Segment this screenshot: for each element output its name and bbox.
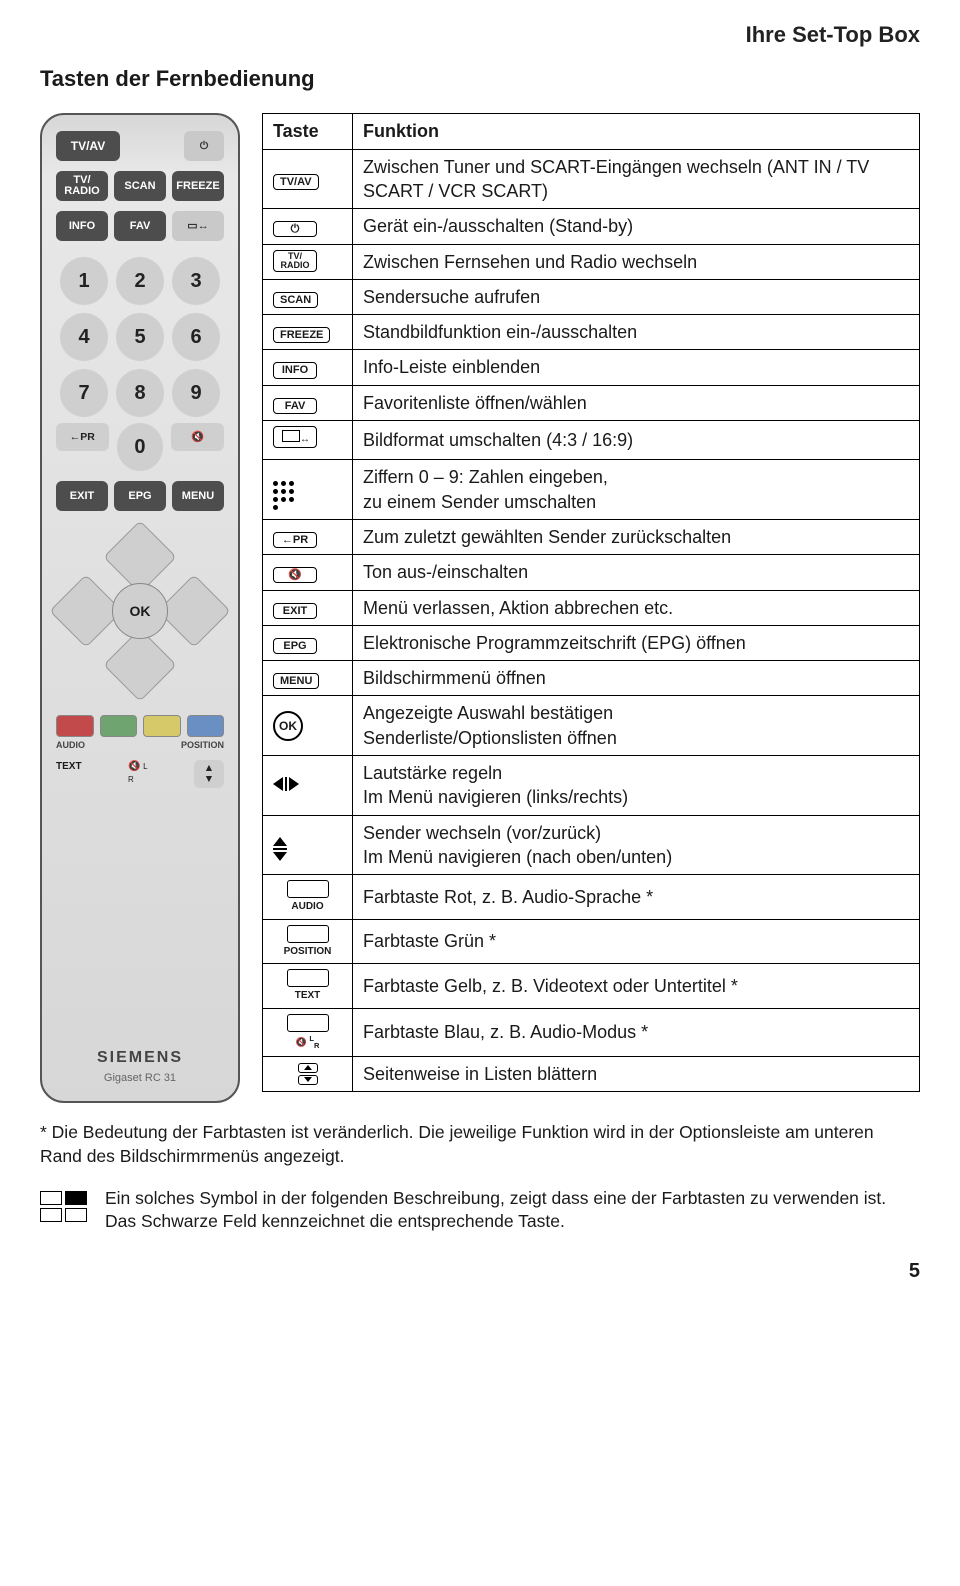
remote-model: Gigaset RC 31 [97,1071,183,1086]
key-cell: ⏻ [263,209,353,244]
func-cell: Bildformat umschalten (4:3 / 16:9) [353,421,920,460]
key-cell: INFO [263,350,353,385]
remote-btn-menu: MENU [172,481,224,511]
table-row: TV/AVZwischen Tuner und SCART-Eingängen … [263,149,920,209]
remote-btn-mute: 🔇 [171,423,224,451]
func-cell: Standbildfunktion ein-/ausschalten [353,315,920,350]
func-cell: Sender wechseln (vor/zurück) Im Menü nav… [353,815,920,875]
page-number: 5 [40,1258,920,1285]
table-row: ⏻Gerät ein-/ausschalten (Stand-by) [263,209,920,244]
func-cell: Zum zuletzt gewählten Sender zurückschal… [353,519,920,554]
key-cell: OK [263,696,353,756]
remote-btn-exit: EXIT [56,481,108,511]
key-cell: TEXT [263,964,353,1009]
table-row: Seitenweise in Listen blättern [263,1056,920,1091]
remote-btn-freeze: FREEZE [172,171,224,201]
func-cell: Bildschirmmenü öffnen [353,661,920,696]
table-row: ←PRZum zuletzt gewählten Sender zurücksc… [263,519,920,554]
footnote: * Die Bedeutung der Farbtasten ist verän… [40,1121,920,1168]
table-row: OKAngezeigte Auswahl bestätigen Senderli… [263,696,920,756]
section-title: Tasten der Fernbedienung [40,64,920,94]
key-cell: EXIT [263,590,353,625]
table-row: Sender wechseln (vor/zurück) Im Menü nav… [263,815,920,875]
page-header-right: Ihre Set-Top Box [40,20,920,50]
remote-btn-info: INFO [56,211,108,241]
table-row: FREEZEStandbildfunktion ein-/ausschalten [263,315,920,350]
remote-btn-fav: FAV [114,211,166,241]
func-cell: Zwischen Tuner und SCART-Eingängen wechs… [353,149,920,209]
key-cell: EPG [263,625,353,660]
key-cell [263,815,353,875]
table-row: TV/ RADIOZwischen Fernsehen und Radio we… [263,244,920,279]
func-cell: Farbtaste Gelb, z. B. Videotext oder Unt… [353,964,920,1009]
table-row: Ziffern 0 – 9: Zahlen eingeben, zu einem… [263,460,920,520]
key-cell: POSITION [263,919,353,964]
table-row: Lautstärke regeln Im Menü navigieren (li… [263,756,920,816]
table-row: AUDIOFarbtaste Rot, z. B. Audio-Sprache … [263,875,920,920]
key-cell: ←PR [263,519,353,554]
remote-btn-aspect: ▭↔ [172,211,224,241]
remote-color-buttons [56,715,224,737]
remote-numpad: 1 2 3 4 5 6 7 8 9 [60,257,220,417]
remote-brand: SIEMENS [97,1047,183,1069]
table-row: 🔇 LRFarbtaste Blau, z. B. Audio-Modus * [263,1008,920,1056]
key-cell: 🔇 LR [263,1008,353,1056]
key-cell: TV/AV [263,149,353,209]
key-cell: FREEZE [263,315,353,350]
key-cell: SCAN [263,279,353,314]
remote-btn-tvav: TV/AV [56,131,120,161]
table-row: POSITIONFarbtaste Grün * [263,919,920,964]
th-func: Funktion [353,114,920,149]
remote-btn-power: ⏻ [184,131,224,161]
func-cell: Elektronische Programmzeitschrift (EPG) … [353,625,920,660]
table-row: EPGElektronische Programmzeitschrift (EP… [263,625,920,660]
table-row: SCANSendersuche aufrufen [263,279,920,314]
key-cell: MENU [263,661,353,696]
key-cell: 🔇 [263,555,353,590]
func-cell: Lautstärke regeln Im Menü navigieren (li… [353,756,920,816]
func-cell: Sendersuche aufrufen [353,279,920,314]
func-cell: Menü verlassen, Aktion abbrechen etc. [353,590,920,625]
remote-btn-pr: ←PR [56,423,109,451]
func-cell: Seitenweise in Listen blättern [353,1056,920,1091]
table-row: TEXTFarbtaste Gelb, z. B. Videotext oder… [263,964,920,1009]
func-cell: Farbtaste Grün * [353,919,920,964]
table-row: INFOInfo-Leiste einblenden [263,350,920,385]
func-cell: Info-Leiste einblenden [353,350,920,385]
table-row: MENUBildschirmmenü öffnen [263,661,920,696]
table-row: ↔Bildformat umschalten (4:3 / 16:9) [263,421,920,460]
table-row: FAVFavoritenliste öffnen/wählen [263,385,920,420]
func-cell: Angezeigte Auswahl bestätigen Senderlist… [353,696,920,756]
th-key: Taste [263,114,353,149]
func-cell: Farbtaste Blau, z. B. Audio-Modus * [353,1008,920,1056]
func-cell: Favoritenliste öffnen/wählen [353,385,920,420]
function-table: Taste Funktion TV/AVZwischen Tuner und S… [262,113,920,1092]
key-cell: AUDIO [263,875,353,920]
key-cell [263,756,353,816]
remote-btn-epg: EPG [114,481,166,511]
remote-btn-scan: SCAN [114,171,166,201]
remote-illustration: TV/AV ⏻ TV/ RADIO SCAN FREEZE INFO FAV ▭… [40,113,240,1103]
func-cell: Ton aus-/einschalten [353,555,920,590]
func-cell: Gerät ein-/ausschalten (Stand-by) [353,209,920,244]
legend-text: Ein solches Symbol in der folgenden Besc… [105,1187,920,1234]
key-cell: FAV [263,385,353,420]
key-cell: TV/ RADIO [263,244,353,279]
key-cell [263,460,353,520]
key-cell [263,1056,353,1091]
legend-icon [40,1191,87,1222]
func-cell: Farbtaste Rot, z. B. Audio-Sprache * [353,875,920,920]
func-cell: Zwischen Fernsehen und Radio wechseln [353,244,920,279]
table-row: EXITMenü verlassen, Aktion abbrechen etc… [263,590,920,625]
remote-dpad: OK [60,531,220,691]
func-cell: Ziffern 0 – 9: Zahlen eingeben, zu einem… [353,460,920,520]
key-cell: ↔ [263,421,353,460]
remote-btn-tvradio: TV/ RADIO [56,171,108,201]
table-row: 🔇Ton aus-/einschalten [263,555,920,590]
